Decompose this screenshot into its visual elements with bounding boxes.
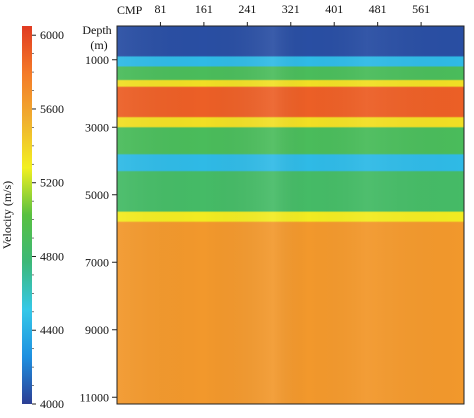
y-tick-label: 1000 (85, 53, 109, 67)
colorbar-title: Velocity (m/s) (0, 181, 14, 249)
y-tick-label: 9000 (85, 323, 109, 337)
y-axis: Depth (m) 1000 3000 5000 7000 9000 11000 (79, 23, 117, 404)
colorbar: 4000 4400 4800 5200 5600 6000 Velocity (m/s) (0, 26, 64, 411)
plot-area (116, 25, 465, 405)
x-tick-label: 561 (412, 2, 430, 16)
lateral-shading (117, 26, 464, 404)
colorbar-tick-label: 5600 (40, 102, 64, 116)
x-tick-label: 481 (369, 2, 387, 16)
colorbar-tick-label: 4800 (40, 249, 64, 263)
x-tick-label: 241 (238, 2, 256, 16)
x-tick-label: 401 (325, 2, 343, 16)
x-tick-label: 81 (154, 2, 166, 16)
x-tick-label: 321 (282, 2, 300, 16)
y-tick-label: 11000 (79, 390, 109, 404)
x-tick-label: 161 (195, 2, 213, 16)
colorbar-tick-label: 5200 (40, 176, 64, 190)
colorbar-tick-label: 4000 (40, 397, 64, 411)
y-tick-label: 3000 (85, 120, 109, 134)
y-tick-label: 5000 (85, 188, 109, 202)
colorbar-gradient (22, 26, 32, 404)
x-axis-title: CMP (117, 3, 143, 17)
y-axis-title-line1: Depth (82, 23, 111, 37)
y-axis-title-line2: (m) (90, 38, 107, 52)
colorbar-ticks: 4000 4400 4800 5200 5600 6000 (32, 28, 64, 411)
colorbar-tick-label: 4400 (40, 323, 64, 337)
y-tick-label: 7000 (85, 255, 109, 269)
x-axis: CMP 81 161 241 321 401 481 561 (117, 2, 430, 26)
colorbar-tick-label: 6000 (40, 28, 64, 42)
